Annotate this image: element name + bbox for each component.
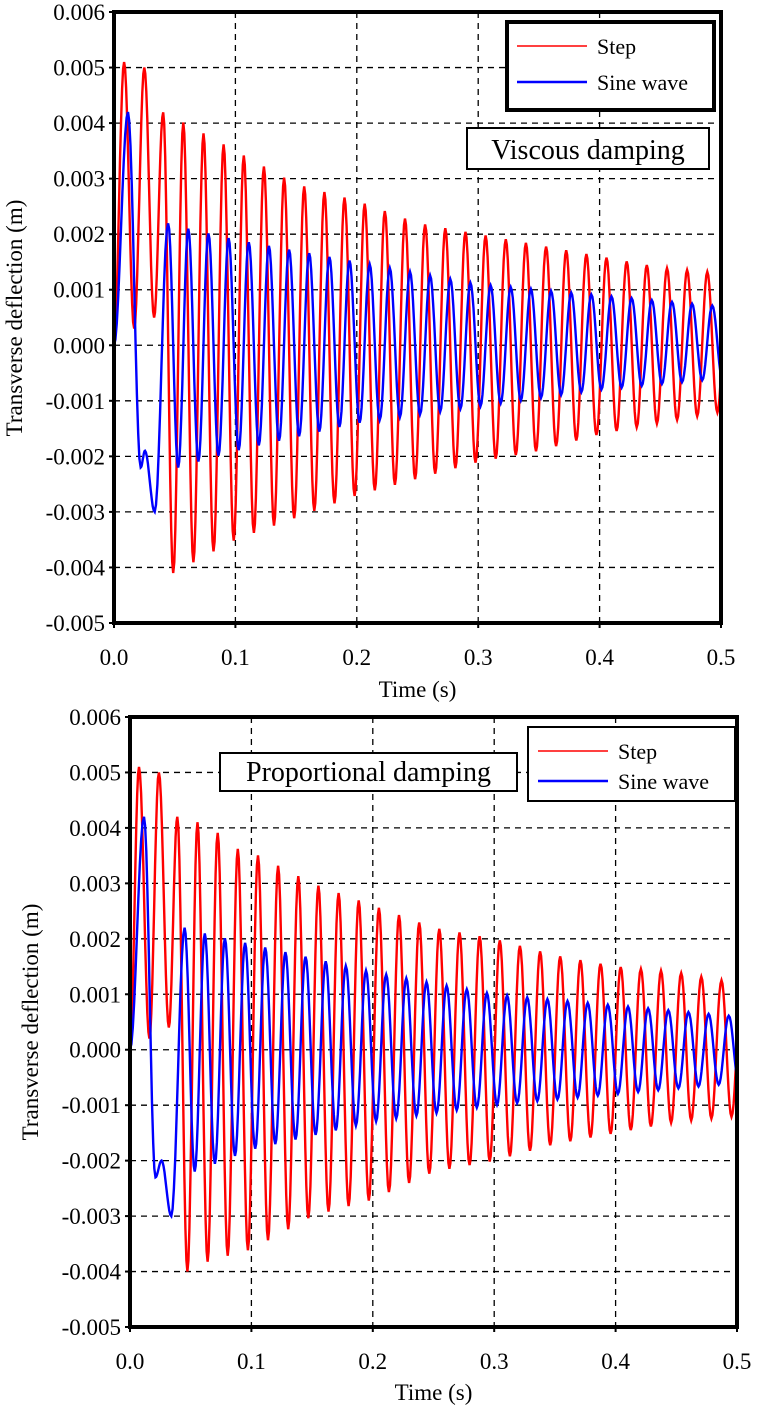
annotation-label: Viscous damping bbox=[491, 135, 685, 166]
y-tick-label: -0.003 bbox=[46, 500, 105, 525]
y-tick-label: -0.001 bbox=[46, 389, 105, 414]
x-tick-label: 0.2 bbox=[358, 1349, 387, 1374]
y-tick-label: 0.001 bbox=[69, 982, 121, 1007]
legend-label: Step bbox=[597, 34, 636, 59]
x-tick-label: 0.5 bbox=[707, 645, 736, 670]
y-tick-label: 0.003 bbox=[53, 167, 105, 192]
annotation-box bbox=[219, 752, 518, 792]
y-tick-label: 0.002 bbox=[53, 222, 105, 247]
x-axis-label: Time (s) bbox=[395, 1380, 473, 1405]
chart-2: 0.0 0.1 0.2 0.3 0.4 0.5 0.006 0.005 0.004 0.003 0.… bbox=[18, 705, 751, 1405]
y-tick-label: -0.004 bbox=[62, 1260, 122, 1285]
legend-box bbox=[505, 20, 716, 112]
y-tick-label: 0.006 bbox=[53, 0, 105, 25]
x-tick-label: 0.4 bbox=[585, 645, 614, 670]
x-tick-label: 0.1 bbox=[221, 645, 250, 670]
y-tick-label: 0.001 bbox=[53, 278, 105, 303]
y-tick-label: 0.000 bbox=[53, 333, 105, 358]
y-tick-label: -0.005 bbox=[62, 1315, 121, 1340]
legend-label: Sine wave bbox=[597, 70, 688, 95]
series-line-sine-wave bbox=[114, 111, 721, 516]
legend: Step Sine wave bbox=[505, 20, 716, 112]
plot-frame bbox=[112, 10, 723, 625]
y-tick-label: 0.004 bbox=[53, 111, 105, 136]
y-tick-label: 0.006 bbox=[69, 705, 121, 730]
x-tick-label: 0.3 bbox=[464, 645, 493, 670]
y-tick-label: -0.002 bbox=[46, 444, 105, 469]
y-tick-label: -0.001 bbox=[62, 1093, 121, 1118]
x-tick-label: 0.0 bbox=[100, 645, 129, 670]
x-tick-label: 0.1 bbox=[237, 1349, 266, 1374]
x-tick-label: 0.4 bbox=[601, 1349, 630, 1374]
x-tick-label: 0.2 bbox=[342, 645, 371, 670]
y-tick-label: -0.004 bbox=[46, 555, 106, 580]
x-tick-label: 0.0 bbox=[116, 1349, 145, 1374]
legend: Step Sine wave bbox=[527, 726, 736, 802]
x-tick-label: 0.5 bbox=[723, 1349, 752, 1374]
x-tick-label: 0.3 bbox=[480, 1349, 509, 1374]
y-tick-label: 0.003 bbox=[69, 871, 121, 896]
y-tick-label: 0.002 bbox=[69, 927, 121, 952]
legend-label: Step bbox=[618, 739, 657, 764]
annotation-label: Proportional damping bbox=[246, 757, 491, 788]
x-axis-label: Time (s) bbox=[379, 677, 457, 702]
y-tick-label: 0.005 bbox=[69, 760, 121, 785]
chart-1: 0.0 0.1 0.2 0.3 0.4 0.5 0.006 0.005 0.004 0.003 0.… bbox=[2, 0, 735, 702]
legend-label: Sine wave bbox=[618, 769, 709, 794]
y-axis-label: Transverse deflection (m) bbox=[2, 200, 27, 437]
y-axis-label: Transverse deflection (m) bbox=[18, 904, 43, 1141]
y-tick-label: -0.002 bbox=[62, 1149, 121, 1174]
annotation-box bbox=[466, 127, 710, 170]
y-tick-label: -0.003 bbox=[62, 1204, 121, 1229]
y-tick-label: 0.004 bbox=[69, 816, 121, 841]
series-line-step bbox=[114, 61, 721, 574]
y-tick-label: 0.000 bbox=[69, 1038, 121, 1063]
legend-box bbox=[527, 726, 736, 802]
series-line-sine-wave bbox=[130, 816, 737, 1220]
y-tick-label: -0.005 bbox=[46, 611, 105, 636]
y-tick-label: 0.005 bbox=[53, 56, 105, 81]
plot-frame bbox=[128, 715, 739, 1329]
